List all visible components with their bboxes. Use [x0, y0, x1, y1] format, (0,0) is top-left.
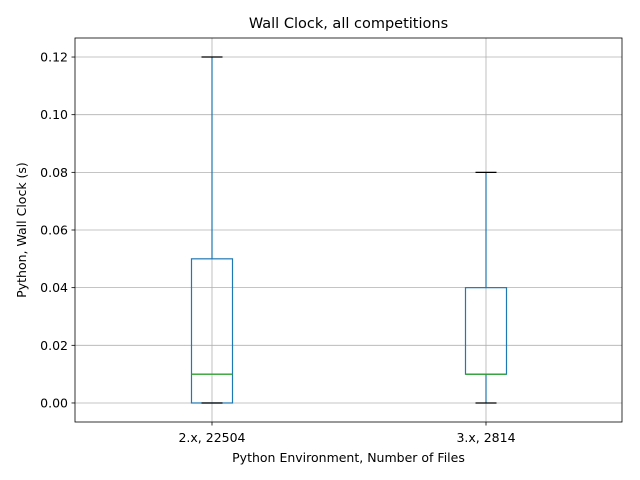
y-tick-label: 0.04 [40, 280, 68, 295]
y-tick-label: 0.08 [40, 165, 68, 180]
box-1 [190, 56, 234, 404]
box-2 [464, 171, 508, 404]
x-axis-label: Python Environment, Number of Files [232, 450, 465, 465]
chart-title: Wall Clock, all competitions [249, 16, 448, 32]
y-axis-label: Python, Wall Clock (s) [14, 162, 29, 298]
y-tick-label: 0.06 [40, 223, 68, 238]
y-tick-label: 0.02 [40, 338, 68, 353]
x-tick-label: 2.x, 22504 [178, 430, 245, 445]
y-tick-label: 0.12 [40, 50, 68, 65]
y-tick-label: 0.00 [40, 395, 68, 410]
x-tick-label: 3.x, 2814 [456, 430, 515, 445]
tick-layer: 0.00 0.02 0.04 0.06 0.08 0.10 0.12 2.x, 22504 3.… [40, 50, 515, 445]
y-tick-label: 0.10 [40, 107, 68, 122]
grid-layer [75, 38, 622, 422]
box-layer [190, 56, 508, 404]
